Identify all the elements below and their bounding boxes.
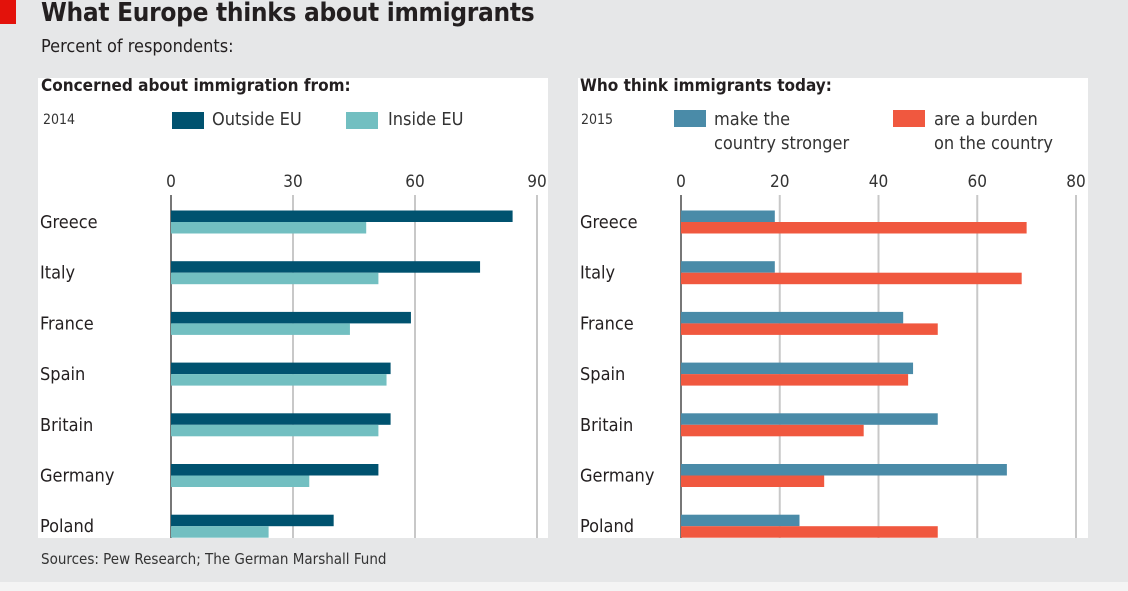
right-bar-germany-0 [681,464,1007,476]
chart-subtitle: Percent of respondents: [41,36,234,57]
left-bar-spain-0 [171,362,391,375]
left-bar-poland-1 [171,526,269,538]
right-bar-germany-1 [681,475,825,487]
right-bar-greece-1 [681,222,1027,234]
left-bar-germany-0 [171,464,379,476]
right-x-tick-label: 60 [968,172,987,192]
legend-label-stronger: make the country stronger [714,108,849,156]
right-category-label: Greece [580,212,638,233]
left-bar-greece-0 [171,210,513,222]
right-x-tick-label: 80 [1066,172,1085,192]
chart-title: What Europe thinks about immigrants [41,0,535,28]
left-bar-germany-1 [171,475,310,487]
left-bar-spain-1 [171,374,387,386]
left-bar-britain-1 [171,424,379,437]
legend-label-inside-eu: Inside EU [388,109,464,130]
left-category-label: Spain [40,364,85,385]
left-x-tick-label: 90 [527,172,546,192]
right-category-label: France [580,313,634,334]
left-category-label: Germany [40,466,115,487]
right-x-tick-label: 0 [676,172,686,192]
left-bar-italy-0 [171,261,481,273]
right-category-label: Spain [580,364,625,385]
legend-swatch-stronger [674,110,706,127]
left-chart-title: Concerned about immigration from: [41,76,351,96]
right-bar-france-0 [681,311,904,324]
right-chart-year: 2015 [581,112,614,128]
left-category-label: Greece [40,212,98,233]
left-chart-year: 2014 [43,112,76,128]
right-category-label: Italy [580,263,616,284]
left-x-tick-label: 30 [283,172,302,192]
right-bar-italy-0 [681,261,775,273]
legend-swatch-outside-eu [172,112,204,129]
bottom-strip [0,582,1128,591]
right-category-label: Britain [580,415,633,436]
left-bar-greece-1 [171,222,367,234]
legend-swatch-inside-eu [346,112,378,129]
legend-label-burden: are a burden on the country [934,108,1053,156]
left-category-label: Britain [40,415,93,436]
left-x-tick-label: 60 [405,172,424,192]
legend-line: are a burden [934,109,1038,130]
brand-tag [0,0,16,24]
legend-line: country stronger [714,133,850,154]
right-bar-spain-0 [681,362,914,375]
right-bar-italy-1 [681,272,1022,285]
right-x-tick-label: 20 [770,172,789,192]
legend-line: make the [714,109,791,130]
left-category-label: Poland [40,516,94,537]
left-bar-france-1 [171,323,350,335]
left-x-tick-label: 0 [166,172,176,192]
left-category-label: Italy [40,263,76,284]
right-bar-greece-0 [681,210,775,222]
right-bar-spain-1 [681,374,909,386]
right-bar-britain-1 [681,424,864,437]
right-category-label: Poland [580,516,634,537]
left-bar-britain-0 [171,413,391,425]
left-bar-france-0 [171,311,411,324]
right-x-tick-label: 40 [869,172,888,192]
source-note: Sources: Pew Research; The German Marsha… [41,550,387,568]
right-category-label: Germany [580,466,655,487]
legend-line: on the country [934,133,1053,154]
left-category-label: France [40,313,94,334]
right-panel [578,78,1088,538]
left-bar-italy-1 [171,272,379,285]
right-bar-britain-0 [681,413,938,425]
right-bar-poland-0 [681,514,800,527]
left-bar-poland-0 [171,514,334,527]
legend-label-outside-eu: Outside EU [212,109,302,130]
right-chart-title: Who think immigrants today: [580,76,832,96]
right-bar-france-1 [681,323,938,335]
right-bar-poland-1 [681,526,938,538]
legend-swatch-burden [893,110,925,127]
